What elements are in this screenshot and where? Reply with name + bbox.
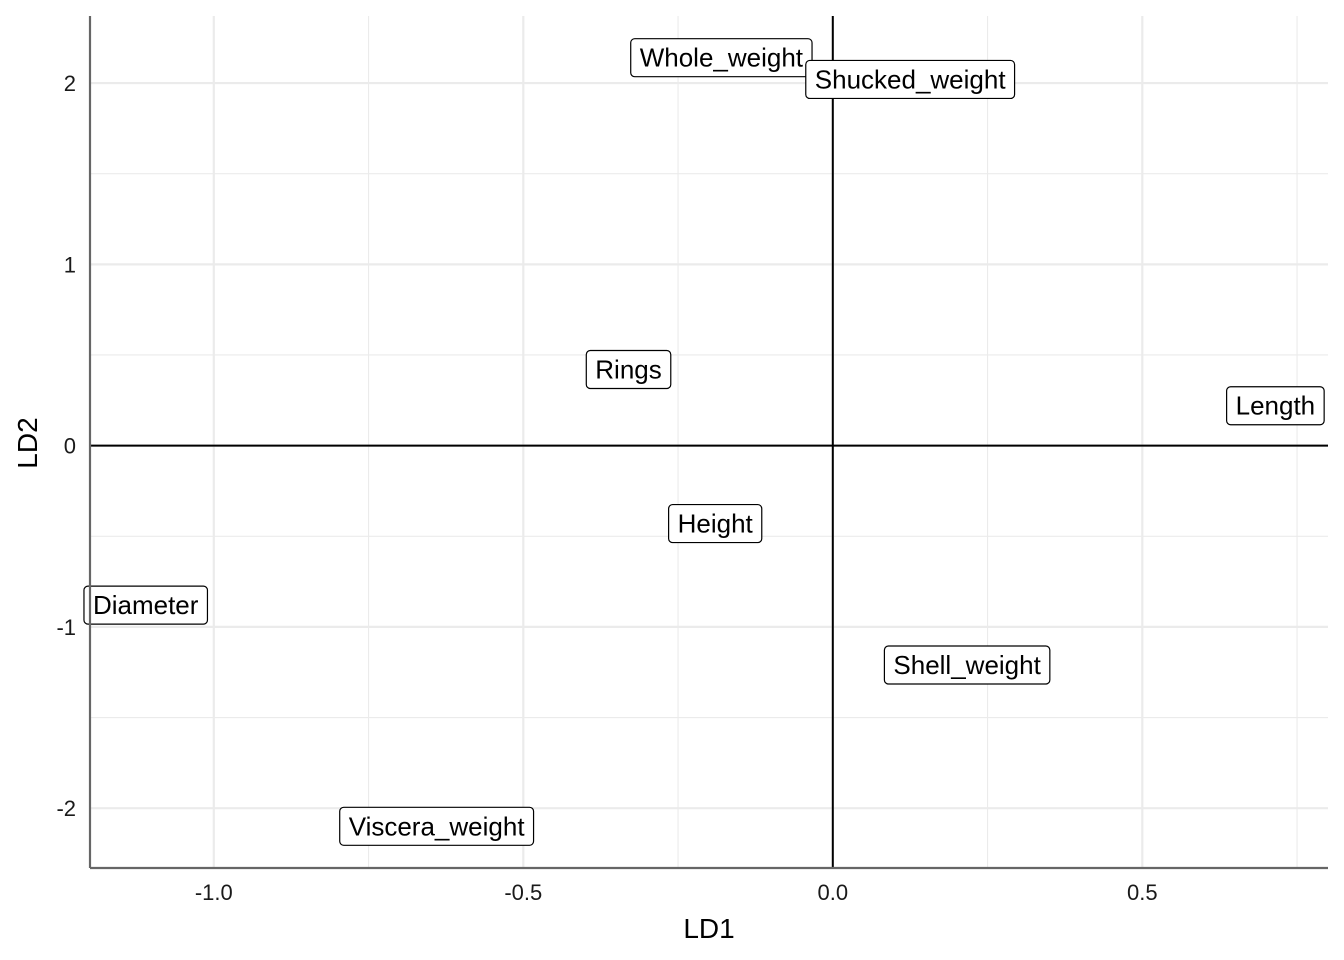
x-tick-label: -0.5 — [504, 880, 542, 905]
axes: -1.0 -0.5 0.0 0.5 -2 -1 0 1 2 — [56, 16, 1328, 905]
point-label-text: Rings — [595, 354, 661, 384]
point-label: Diameter — [83, 585, 209, 625]
point-label-box — [805, 59, 1016, 100]
y-tick-label: -1 — [56, 615, 76, 640]
y-tick-label: 2 — [64, 71, 76, 96]
point-label-box — [630, 38, 813, 78]
point-label-text: Height — [678, 509, 754, 539]
point-label-text: Length — [1236, 391, 1316, 421]
y-axis-title: LD2 — [12, 417, 43, 468]
point-label: Shell_weight — [883, 645, 1051, 685]
point-label-box — [883, 645, 1051, 685]
x-tick-label: -1.0 — [195, 880, 233, 905]
y-tick-label: 0 — [64, 434, 76, 459]
point-label-text: Viscera_weight — [349, 811, 526, 841]
x-tick-label: 0.0 — [818, 880, 849, 905]
x-tick-label: 0.5 — [1127, 880, 1158, 905]
point-labels: Whole_weight Shucked_weight Rings Length Hei… — [83, 38, 1325, 846]
point-label-box — [339, 806, 535, 846]
reference-lines — [90, 16, 1328, 868]
point-label-box — [83, 585, 209, 625]
point-label-text: Shucked_weight — [815, 64, 1007, 94]
point-label: Viscera_weight — [339, 806, 535, 846]
point-label-box — [668, 503, 763, 544]
point-label: Length — [1226, 386, 1325, 426]
y-tick-label: -2 — [56, 796, 76, 821]
point-label-text: Shell_weight — [893, 650, 1041, 680]
point-label-box — [1226, 386, 1325, 426]
point-label-box — [585, 349, 672, 390]
point-label: Shucked_weight — [805, 59, 1016, 100]
grid — [90, 16, 1328, 868]
point-label: Whole_weight — [630, 38, 813, 78]
x-axis-title: LD1 — [683, 913, 734, 944]
point-label: Rings — [585, 349, 672, 390]
y-tick-label: 1 — [64, 252, 76, 277]
point-label: Height — [668, 503, 763, 544]
point-label-text: Whole_weight — [640, 43, 804, 73]
point-label-text: Diameter — [93, 590, 199, 620]
